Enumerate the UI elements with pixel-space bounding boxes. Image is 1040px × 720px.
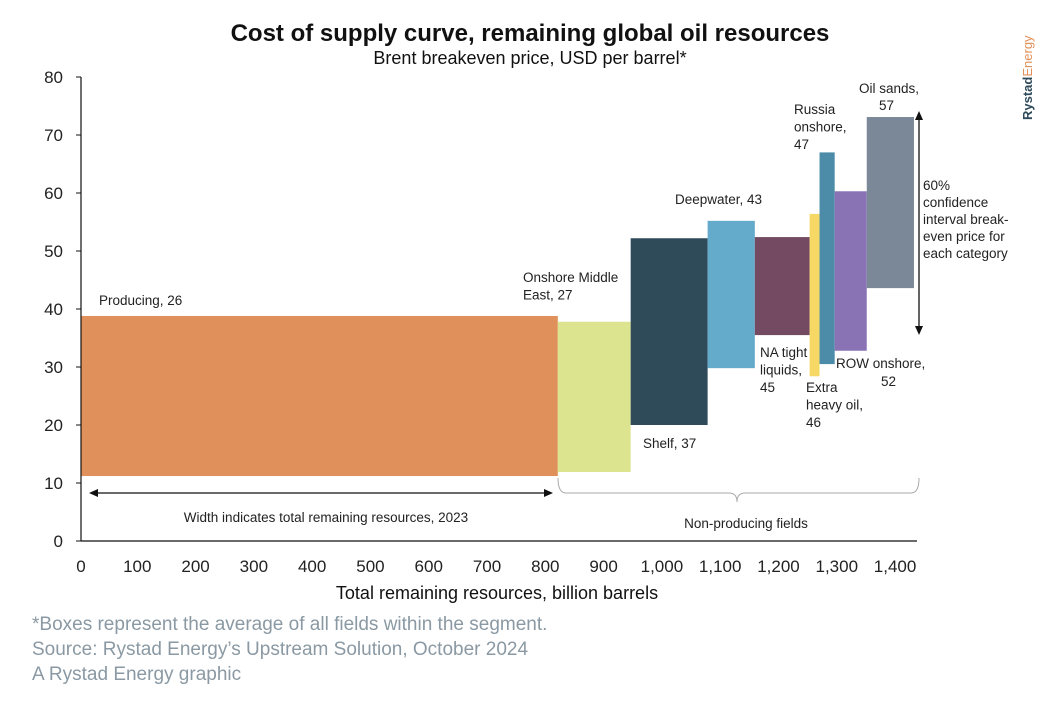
label-na-tight: 45 bbox=[760, 380, 775, 395]
label-russia: onshore, bbox=[794, 120, 847, 135]
y-tick-label: 80 bbox=[44, 68, 63, 87]
confidence-note: even price for bbox=[923, 229, 1005, 244]
footnote: *Boxes represent the average of all fiel… bbox=[32, 614, 548, 635]
label-oil-sands: 57 bbox=[879, 98, 894, 113]
x-tick-label: 1,100 bbox=[699, 557, 742, 576]
confidence-note: each category bbox=[923, 246, 1008, 261]
y-tick-label: 40 bbox=[44, 300, 63, 319]
y-tick-label: 30 bbox=[44, 358, 63, 377]
x-tick-label: 700 bbox=[473, 557, 501, 576]
y-tick-label: 20 bbox=[44, 416, 63, 435]
label-row: 52 bbox=[881, 374, 896, 389]
label-russia: 47 bbox=[794, 137, 809, 152]
label-row: ROW onshore, bbox=[836, 356, 925, 371]
x-tick-label: 600 bbox=[415, 557, 443, 576]
box-shelf bbox=[630, 238, 708, 425]
label-na-tight: NA tight bbox=[760, 345, 808, 360]
label-extra-heavy: Extra bbox=[806, 380, 838, 395]
box-row-onshore bbox=[834, 191, 867, 351]
x-tick-label: 1,200 bbox=[757, 557, 800, 576]
box-producing bbox=[81, 315, 558, 477]
label-extra-heavy: 46 bbox=[806, 415, 821, 430]
non-producing-label: Non-producing fields bbox=[684, 516, 808, 531]
x-tick-label: 300 bbox=[240, 557, 268, 576]
x-tick-label: 900 bbox=[589, 557, 617, 576]
box-extra-heavy-oil bbox=[809, 213, 820, 377]
x-tick-label: 1,000 bbox=[641, 557, 684, 576]
x-tick-label: 100 bbox=[123, 557, 151, 576]
box-onshore-middle-east bbox=[557, 321, 631, 472]
credit-note: A Rystad Energy graphic bbox=[32, 664, 242, 685]
confidence-arrow bbox=[915, 111, 923, 335]
label-onshore-me: Onshore Middle bbox=[523, 270, 618, 285]
y-tick-label: 70 bbox=[44, 126, 63, 145]
width-note: Width indicates total remaining resource… bbox=[184, 510, 468, 525]
label-onshore-me: East, 27 bbox=[523, 288, 573, 303]
label-shelf: Shelf, 37 bbox=[643, 436, 696, 451]
rystad-logo: RystadEnergy bbox=[1020, 35, 1035, 120]
confidence-note: confidence bbox=[923, 195, 988, 210]
chart-subtitle: Brent breakeven price, USD per barrel* bbox=[373, 48, 686, 68]
confidence-note: interval break- bbox=[923, 212, 1009, 227]
x-tick-label: 800 bbox=[531, 557, 559, 576]
y-tick-label: 10 bbox=[44, 474, 63, 493]
label-deepwater: Deepwater, 43 bbox=[675, 192, 762, 207]
box-deepwater bbox=[707, 220, 755, 369]
label-producing: Producing, 26 bbox=[99, 293, 182, 308]
box-oil-sands bbox=[866, 117, 914, 289]
source-note: Source: Rystad Energy’s Upstream Solutio… bbox=[32, 639, 529, 660]
x-tick-label: 1,400 bbox=[874, 557, 917, 576]
non-producing-bracket bbox=[557, 477, 920, 503]
y-tick-label: 60 bbox=[44, 184, 63, 203]
confidence-note: 60% bbox=[923, 178, 950, 193]
x-tick-label: 400 bbox=[298, 557, 326, 576]
y-tick-label: 0 bbox=[54, 532, 63, 551]
label-na-tight: liquids, bbox=[760, 363, 802, 378]
x-tick-label: 200 bbox=[181, 557, 209, 576]
label-russia: Russia bbox=[794, 102, 836, 117]
label-extra-heavy: heavy oil, bbox=[806, 398, 863, 413]
box-na-tight-liquids bbox=[754, 237, 810, 336]
x-tick-label: 500 bbox=[356, 557, 384, 576]
y-tick-label: 50 bbox=[44, 242, 63, 261]
x-tick-label: 1,300 bbox=[815, 557, 858, 576]
width-arrow bbox=[89, 489, 553, 497]
box-russia-onshore bbox=[819, 152, 835, 365]
label-oil-sands: Oil sands, bbox=[859, 81, 919, 96]
chart-title: Cost of supply curve, remaining global o… bbox=[231, 20, 830, 47]
x-axis-title: Total remaining resources, billion barre… bbox=[336, 583, 658, 603]
x-tick-label: 0 bbox=[76, 557, 85, 576]
